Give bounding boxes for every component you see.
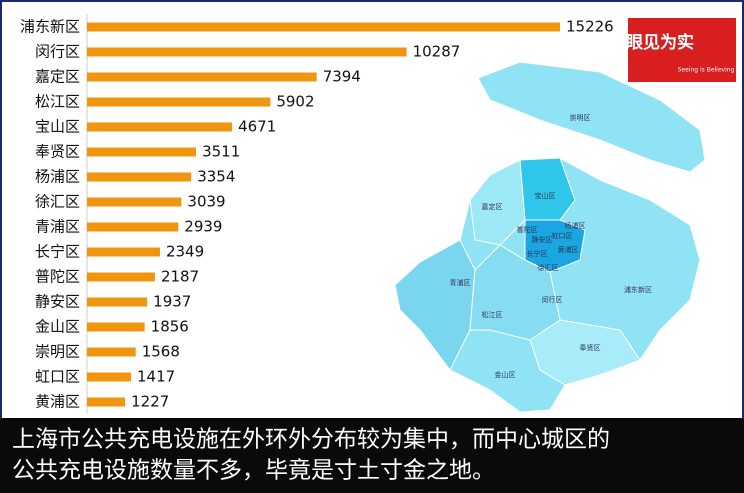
bar	[87, 47, 407, 57]
value-label: 1227	[131, 393, 169, 411]
value-label: 7394	[323, 68, 361, 86]
category-label: 徐汇区	[35, 193, 80, 211]
value-label: 2349	[166, 243, 204, 261]
category-label: 黄浦区	[35, 393, 80, 411]
bar	[87, 322, 145, 332]
caption-band	[0, 418, 744, 493]
category-label: 闵行区	[35, 43, 80, 61]
bar	[87, 197, 182, 207]
category-label: 嘉定区	[35, 68, 80, 86]
map-island	[477, 61, 706, 173]
value-label: 3354	[197, 168, 235, 186]
map-label: 崇明区	[570, 114, 591, 122]
value-label: 1856	[151, 318, 189, 336]
category-label: 松江区	[35, 93, 80, 111]
bar	[87, 372, 132, 382]
bar	[87, 97, 271, 107]
category-label: 浦东新区	[20, 18, 80, 36]
category-label: 杨浦区	[35, 168, 80, 186]
map-label: 宝山区	[535, 191, 556, 200]
caption-line: 上海市公共充电设施在外环外分布较为集中，而中心城区的	[12, 427, 610, 453]
category-label: 虹口区	[35, 368, 80, 386]
logo-title: 眼见为实	[626, 32, 694, 53]
logo-box	[628, 18, 736, 82]
value-label: 15226	[566, 18, 614, 36]
bar	[87, 222, 179, 232]
category-label: 宝山区	[35, 118, 80, 136]
category-label: 普陀区	[35, 268, 80, 286]
bar	[87, 347, 136, 357]
bar	[87, 22, 560, 32]
value-label: 5902	[276, 93, 314, 111]
map-label: 青浦区	[450, 278, 471, 287]
caption-line: 公共充电设施数量不多，毕竟是寸土寸金之地。	[12, 458, 495, 484]
value-label: 1937	[153, 293, 191, 311]
value-label: 2939	[184, 218, 222, 236]
value-label: 3511	[202, 143, 240, 161]
map-label: 松江区	[482, 310, 503, 319]
bar	[87, 147, 197, 157]
map	[394, 61, 706, 413]
map-district	[519, 157, 576, 221]
map-label: 奉贤区	[580, 343, 601, 352]
bar	[87, 172, 192, 182]
map-label: 嘉定区	[482, 202, 503, 211]
map-label: 普陀区	[517, 225, 538, 234]
bar	[87, 247, 160, 257]
value-label: 3039	[187, 193, 225, 211]
category-label: 金山区	[35, 318, 80, 336]
value-label: 1568	[142, 343, 180, 361]
category-label: 静安区	[35, 293, 80, 311]
value-label: 2187	[161, 268, 199, 286]
map-label: 浦东新区	[624, 285, 652, 294]
logo: 眼见为实 Seeing is Believing	[626, 18, 736, 82]
map-label: 静安区	[532, 235, 553, 244]
category-label: 崇明区	[35, 343, 80, 361]
map-label: 徐汇区	[538, 263, 559, 272]
value-label: 4671	[238, 118, 276, 136]
map-label: 杨浦区	[565, 221, 586, 230]
category-label: 青浦区	[35, 218, 80, 236]
logo-subtitle: Seeing is Believing	[678, 67, 735, 74]
map-label: 黄浦区	[558, 245, 579, 254]
bar	[87, 72, 317, 82]
map-district	[394, 239, 476, 371]
category-label: 奉贤区	[35, 143, 80, 161]
bar	[87, 272, 155, 282]
bar	[87, 122, 233, 132]
map-district	[529, 319, 641, 386]
map-label: 闵行区	[542, 295, 563, 304]
value-label: 10287	[413, 43, 461, 61]
category-label: 长宁区	[35, 243, 80, 261]
value-label: 1417	[137, 368, 175, 386]
map-label: 长宁区	[527, 249, 548, 258]
bar	[87, 397, 126, 407]
map-label: 金山区	[495, 370, 516, 379]
bar	[87, 297, 148, 307]
map-label: 虹口区	[552, 231, 573, 240]
